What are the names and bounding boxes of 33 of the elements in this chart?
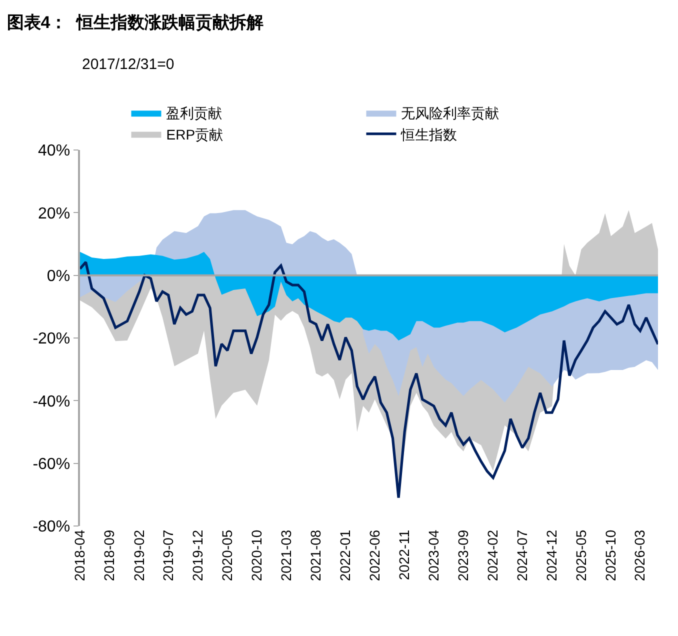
text: 2017/12/31=0	[82, 56, 174, 73]
y-tick-label: -40%	[32, 393, 70, 410]
x-tick-label: 2022-11	[396, 530, 412, 580]
y-tick-label: -20%	[32, 330, 70, 348]
x-tick-label: 2024-02	[484, 530, 501, 582]
x-tick-label: 2018-04	[72, 530, 88, 582]
y-tick-label: -80%	[32, 518, 70, 536]
chart-title: 图表4： 恒生指数涨跌幅贡献拆解	[6, 12, 264, 32]
x-tick-label: 2026-03	[632, 530, 648, 582]
x-tick-label: 2022-06	[366, 530, 382, 582]
x-tick-label: 2019-07	[160, 530, 176, 582]
legend-label: 无风险利率贡献	[401, 105, 500, 122]
x-tick-label: 2023-04	[425, 530, 442, 582]
x-tick-label: 2020-05	[219, 530, 235, 582]
legend-label: 盈利贡献	[166, 105, 222, 122]
x-tick-label: 2022-01	[337, 530, 354, 582]
x-tick-label: 2019-12	[190, 530, 206, 582]
x-tick-label: 2024-07	[514, 530, 530, 582]
y-tick-label: 0%	[46, 268, 70, 285]
x-tick-label: 2020-10	[248, 530, 265, 582]
x-tick-label: 2021-08	[308, 530, 324, 582]
y-tick-label: 20%	[38, 205, 70, 222]
x-tick-label: 2019-02	[130, 530, 147, 582]
x-tick-label: 2018-09	[101, 530, 118, 582]
x-tick-label: 2024-12	[544, 530, 560, 582]
y-tick-label: -60%	[32, 456, 70, 473]
x-tick-label: 2025-05	[572, 530, 589, 582]
x-tick-label: 2025-10	[602, 530, 618, 582]
legend-label: ERP贡献	[166, 126, 224, 142]
legend-label: 恒生指数	[400, 126, 458, 142]
y-tick-label: 40%	[38, 142, 70, 160]
x-tick-label: 2023-09	[455, 530, 472, 582]
x-tick-label: 2021-03	[278, 530, 294, 582]
